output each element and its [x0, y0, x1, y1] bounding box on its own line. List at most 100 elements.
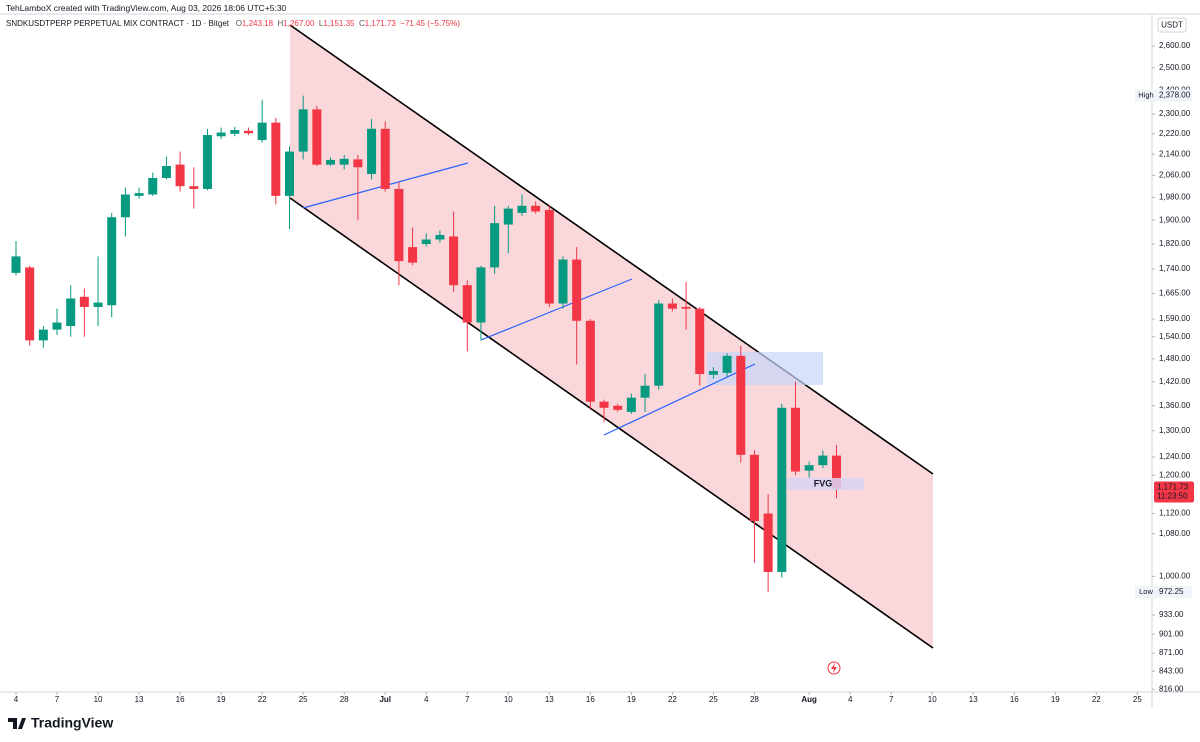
x-tick-label: 19	[1051, 695, 1060, 704]
candle-body	[93, 302, 103, 307]
candle-body	[449, 236, 459, 286]
x-tick-label: 10	[504, 695, 513, 704]
trend-line	[480, 278, 633, 341]
candle-body	[298, 109, 308, 152]
y-tick-label: 1,900.00	[1159, 215, 1191, 224]
candle-body	[243, 130, 253, 134]
marker-value: 972.25	[1159, 587, 1184, 596]
candle-body	[585, 320, 595, 402]
x-tick-label: 7	[465, 695, 470, 704]
candle-body	[708, 370, 718, 375]
fvg-label: FVG	[814, 478, 833, 488]
candle-body	[749, 454, 759, 522]
y-tick-label: 1,540.00	[1159, 332, 1191, 341]
price-marker-value: 1,171.73	[1157, 483, 1189, 492]
candle-body	[462, 285, 472, 323]
candles	[11, 95, 841, 593]
credit: TehLamboX created with TradingView.com, …	[6, 3, 287, 13]
candle-body	[66, 298, 76, 327]
candle-body	[285, 151, 294, 196]
x-tick-label: 13	[969, 695, 978, 704]
y-tick-label: 843.00	[1159, 666, 1184, 675]
candle-body	[613, 405, 623, 410]
candle-body	[134, 193, 144, 196]
marker-value-box	[1156, 586, 1192, 599]
ohlc-value: 1,151.35	[323, 19, 355, 28]
candle-body	[353, 159, 363, 168]
x-tick-label: Jul	[379, 695, 391, 704]
candle-body	[531, 205, 541, 212]
candle-body	[394, 188, 404, 262]
candle-body	[326, 159, 336, 165]
x-tick-label: 25	[1133, 695, 1142, 704]
x-tick-label: 7	[889, 695, 894, 704]
y-tick-label: 1,980.00	[1159, 192, 1191, 201]
channel-upper	[289, 24, 934, 475]
brand: TradingView	[31, 715, 113, 731]
x-tick-label: 22	[258, 695, 267, 704]
time-axis: 4 7 10 13 16 19 22 25 28 Jul 4 7 10 13 16 19 22 25 28 Aug 4 7…	[14, 692, 1142, 704]
alert-icon-bolt	[831, 663, 837, 673]
logo-mark	[8, 718, 26, 729]
marker-value-box	[1156, 89, 1192, 102]
candle-body	[667, 303, 677, 309]
x-tick-label: 7	[55, 695, 60, 704]
y-tick-label: 2,060.00	[1159, 170, 1191, 179]
trend-line	[603, 363, 756, 436]
candle-body	[175, 164, 185, 187]
candle-body	[189, 186, 199, 189]
x-tick-label: 13	[545, 695, 554, 704]
candle-body	[832, 455, 841, 489]
candle-body	[763, 513, 773, 572]
candle-body	[79, 296, 89, 307]
y-tick-label: 1,120.00	[1159, 509, 1191, 518]
y-tick-label: 2,300.00	[1159, 109, 1191, 118]
candle-body	[517, 205, 527, 213]
candle-body	[312, 109, 322, 165]
marker-label-box	[1135, 586, 1157, 599]
y-tick-label: 816.00	[1159, 684, 1184, 693]
candle-body	[271, 122, 281, 196]
ohlc-value: 1,243.18	[241, 19, 274, 28]
candle-body	[804, 465, 814, 471]
currency-label: USDT	[1161, 21, 1183, 30]
x-tick-label: Aug	[801, 695, 817, 704]
candle-body	[421, 239, 431, 245]
candle-body	[476, 267, 486, 323]
change: −71.45 (−5.75%)	[400, 19, 460, 28]
fvg-box	[787, 478, 864, 490]
x-tick-label: 13	[135, 695, 144, 704]
ohlc-value: 1,267.00	[283, 19, 315, 28]
x-tick-label: 22	[668, 695, 677, 704]
price-marker-countdown: 11:23:50	[1157, 492, 1188, 501]
marker-label-box	[1135, 89, 1157, 102]
candle-body	[257, 122, 267, 141]
y-tick-label: 1,200.00	[1159, 470, 1191, 479]
legend: SNDKUSDTPERP PERPETUAL MIX CONTRACT · 1D…	[6, 19, 460, 28]
candle-body	[777, 407, 787, 572]
candle-body	[736, 355, 746, 455]
x-tick-label: 4	[848, 695, 853, 704]
ohlc-label: L	[318, 19, 324, 28]
y-tick-label: 1,420.00	[1159, 377, 1191, 386]
y-tick-label: 1,820.00	[1159, 239, 1191, 248]
channel-fill	[290, 25, 933, 648]
candle-body	[435, 234, 445, 240]
candle-body	[790, 407, 800, 472]
x-tick-label: 28	[340, 695, 349, 704]
x-tick-label: 16	[176, 695, 185, 704]
y-tick-label: 1,665.00	[1159, 289, 1191, 298]
y-tick-label: 1,300.00	[1159, 426, 1191, 435]
candle-body	[339, 158, 349, 165]
y-tick-label: 871.00	[1159, 648, 1184, 657]
ohlc-label: C	[358, 19, 365, 28]
x-tick-label: 16	[1010, 695, 1019, 704]
candle-body	[230, 130, 240, 134]
channel-lower	[289, 197, 934, 649]
candle-body	[216, 132, 226, 137]
candle-body	[503, 208, 513, 225]
candle-body	[120, 194, 130, 218]
ohlc-label: H	[277, 19, 284, 28]
candle-body	[626, 397, 636, 412]
